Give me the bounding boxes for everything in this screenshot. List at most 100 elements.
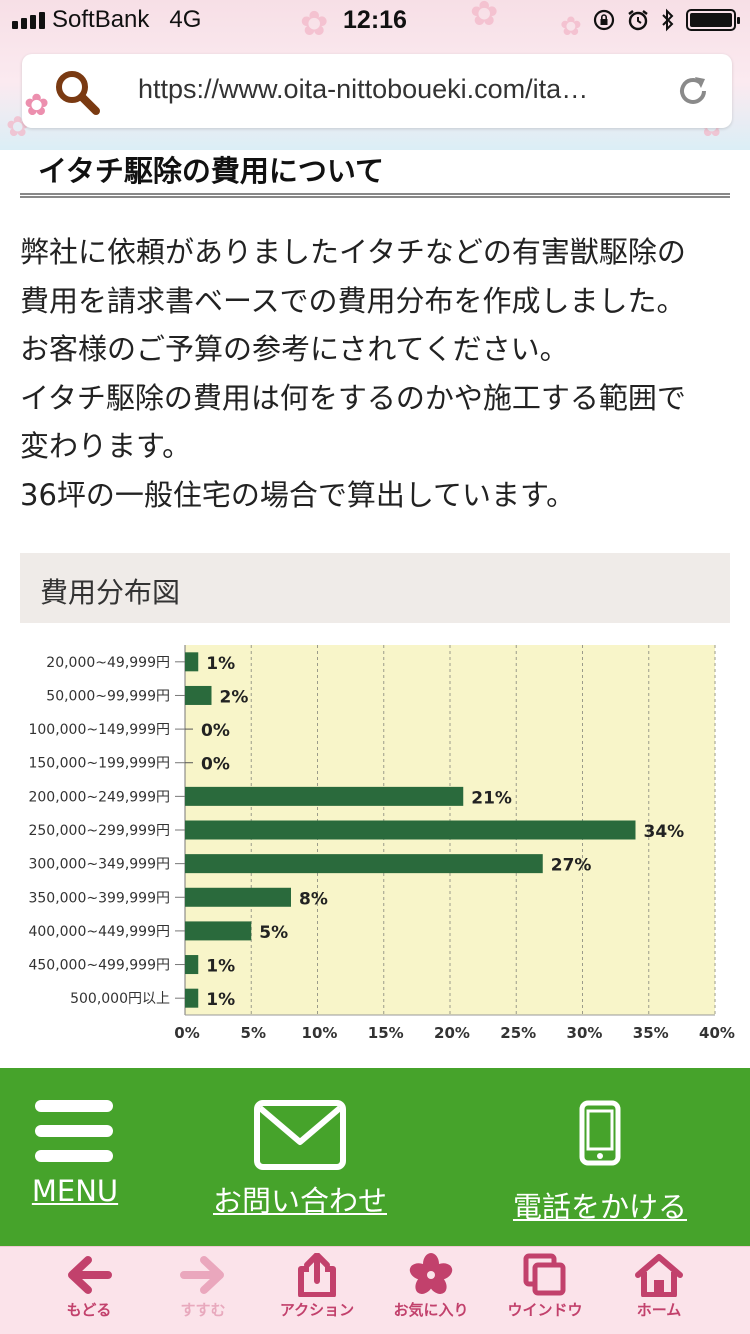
favorites-label: お気に入り — [393, 1301, 469, 1319]
y-tick-label: 150,000~199,999円 — [28, 756, 170, 772]
sakura-icon — [409, 1253, 453, 1294]
x-tick-label: 10% — [302, 1024, 338, 1042]
signal-icon — [12, 12, 45, 29]
data-label: 1% — [206, 654, 235, 674]
phone-label[interactable]: 電話をかける — [512, 1190, 687, 1224]
rotation-lock-icon — [593, 9, 615, 31]
data-label: 8% — [299, 889, 328, 909]
paragraph-line: イタチ駆除の費用は何をするのかや施工する範囲で — [20, 380, 686, 415]
bar — [185, 820, 636, 840]
bar — [185, 921, 252, 941]
window-button[interactable]: ウインドウ — [490, 1253, 600, 1320]
data-label: 0% — [201, 755, 230, 775]
url-bar[interactable]: ✿ https://www.oita-nittoboueki.com/ita… — [22, 54, 732, 128]
forward-label: すすむ — [180, 1301, 226, 1319]
bar — [185, 955, 199, 975]
carrier-name: SoftBank — [52, 6, 150, 33]
action-label: アクション — [279, 1301, 355, 1319]
phone-button[interactable]: 電話をかける — [505, 1100, 695, 1226]
status-icons — [592, 8, 740, 32]
y-tick-label: 200,000~249,999円 — [28, 789, 170, 805]
bar — [185, 786, 464, 806]
data-label: 27% — [551, 856, 592, 876]
y-tick-label: 350,000~399,999円 — [28, 890, 170, 906]
contact-label[interactable]: お問い合わせ — [212, 1184, 387, 1218]
contact-button[interactable]: お問い合わせ — [200, 1100, 400, 1220]
x-tick-label: 0% — [174, 1024, 199, 1042]
x-tick-label: 35% — [633, 1024, 669, 1042]
window-label: ウインドウ — [507, 1301, 583, 1319]
y-tick-label: 450,000~499,999円 — [28, 958, 170, 974]
x-tick-label: 15% — [368, 1024, 404, 1042]
paragraph-line: 36坪の一般住宅の場合で算出しています。 — [20, 477, 576, 512]
bar — [185, 685, 212, 705]
sakura-decoration: ✿ — [470, 0, 499, 34]
bar — [185, 887, 291, 907]
browser-toolbar: もどる すすむ アクション お気に入り — [0, 1246, 750, 1334]
y-tick-label: 20,000~49,999円 — [46, 655, 170, 671]
bluetooth-icon — [662, 8, 674, 32]
menu-label[interactable]: MENU — [31, 1174, 119, 1208]
clock: 12:16 — [343, 6, 407, 34]
sakura-decoration: ✿ — [300, 4, 329, 44]
back-label: もどる — [66, 1301, 112, 1319]
paragraph-line: 費用を請求書ベースでの費用分布を作成しました。 — [20, 283, 686, 318]
chart-heading: 費用分布図 — [20, 553, 730, 623]
action-button[interactable]: アクション — [262, 1253, 372, 1320]
x-tick-label: 40% — [699, 1024, 735, 1042]
section-title: イタチ駆除の費用について — [38, 154, 384, 188]
home-button[interactable]: ホーム — [604, 1253, 714, 1320]
x-tick-label: 30% — [567, 1024, 603, 1042]
bar — [185, 652, 199, 672]
sakura-logo-icon: ✿ — [24, 88, 50, 123]
data-label: 21% — [471, 788, 512, 808]
bar — [185, 988, 199, 1008]
back-arrow-icon — [68, 1256, 112, 1294]
favorites-button[interactable]: お気に入り — [376, 1253, 486, 1320]
sakura-decoration: ✿ — [560, 12, 582, 42]
y-tick-label: 300,000~349,999円 — [28, 857, 170, 873]
menu-button[interactable]: MENU — [20, 1098, 130, 1208]
alarm-icon — [628, 10, 648, 31]
article-paragraph: 弊社に依頼がありましたイタチなどの有害獣駆除の 費用を請求書ベースでの費用分布を… — [20, 228, 730, 519]
home-icon — [635, 1254, 683, 1297]
windows-icon — [523, 1253, 566, 1296]
forward-arrow-icon — [180, 1256, 224, 1294]
y-tick-label: 500,000円以上 — [70, 991, 170, 1007]
smartphone-icon — [579, 1100, 621, 1166]
x-tick-label: 20% — [434, 1024, 470, 1042]
cost-distribution-chart: 0% 5% 10% 15% 20% 25% 30% 35% 40% 20,000~49,999円 1… — [28, 645, 735, 1042]
search-icon[interactable] — [52, 67, 100, 115]
paragraph-line: 弊社に依頼がありましたイタチなどの有害獣駆除の — [20, 235, 686, 269]
bar — [185, 854, 543, 874]
browser-header: ✿ ✿ ✿ ✿ ✿ SoftBank 4G 12:16 — [0, 0, 750, 150]
home-label: ホーム — [636, 1301, 682, 1319]
title-divider — [20, 193, 730, 198]
paragraph-line: お客様のご予算の参考にされてください。 — [20, 332, 569, 366]
data-label: 34% — [644, 822, 685, 842]
y-tick-label: 50,000~99,999円 — [46, 688, 170, 704]
back-button[interactable]: もどる — [34, 1253, 144, 1320]
battery-icon — [686, 9, 740, 31]
data-label: 5% — [259, 923, 288, 943]
contact-banner: MENU お問い合わせ 電話をかける — [0, 1068, 750, 1246]
paragraph-line: 変わります。 — [20, 429, 192, 463]
carrier-label: SoftBank 4G — [52, 6, 201, 34]
data-label: 1% — [206, 990, 235, 1010]
reload-icon[interactable] — [674, 72, 712, 110]
status-bar: SoftBank 4G 12:16 — [0, 0, 750, 40]
x-tick-label: 5% — [241, 1024, 266, 1042]
network-type: 4G — [169, 6, 202, 33]
x-tick-label: 25% — [500, 1024, 536, 1042]
url-text[interactable]: https://www.oita-nittoboueki.com/ita… — [138, 74, 589, 104]
data-label: 1% — [206, 957, 235, 977]
data-label: 0% — [201, 721, 230, 741]
mail-icon — [254, 1100, 346, 1170]
share-icon — [298, 1253, 336, 1297]
forward-button[interactable]: すすむ — [148, 1253, 258, 1320]
y-tick-label: 250,000~299,999円 — [28, 823, 170, 839]
y-tick-label: 400,000~449,999円 — [28, 924, 170, 940]
hamburger-menu-icon — [35, 1100, 113, 1162]
data-label: 2% — [220, 687, 249, 707]
y-tick-label: 100,000~149,999円 — [28, 722, 170, 738]
